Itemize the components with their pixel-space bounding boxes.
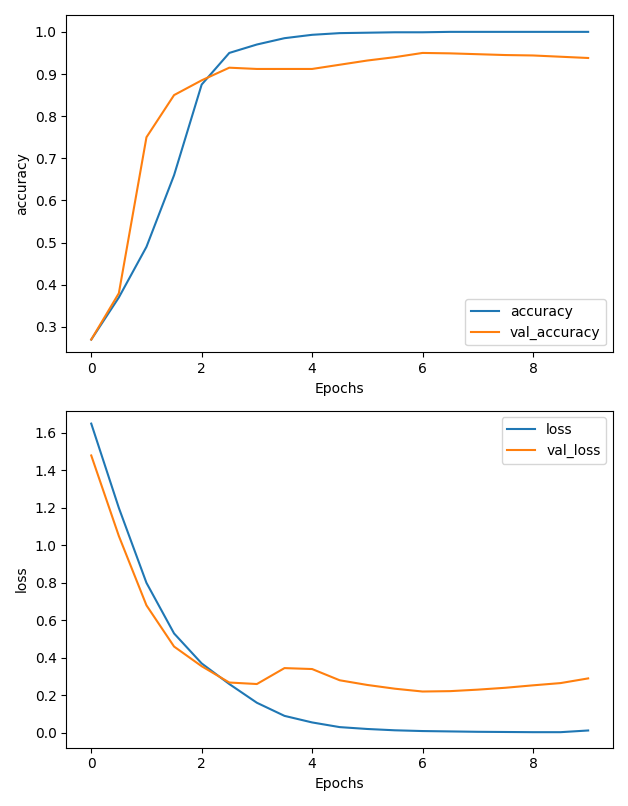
loss <box>474 727 482 737</box>
val_accuracy <box>336 60 344 69</box>
accuracy <box>170 170 178 180</box>
val_accuracy <box>391 52 399 62</box>
accuracy <box>308 30 316 39</box>
loss <box>198 659 205 668</box>
val_accuracy <box>143 132 150 142</box>
Y-axis label: accuracy: accuracy <box>15 152 29 215</box>
val_accuracy <box>308 64 316 74</box>
val_accuracy <box>557 52 565 61</box>
loss <box>502 727 509 737</box>
accuracy <box>585 27 592 37</box>
accuracy <box>364 28 371 38</box>
val_loss <box>170 642 178 651</box>
loss <box>225 679 233 689</box>
val_loss <box>143 600 150 610</box>
val_loss <box>419 687 426 696</box>
val_loss <box>198 662 205 671</box>
X-axis label: Epochs: Epochs <box>315 381 364 396</box>
loss <box>170 629 178 638</box>
val_accuracy <box>225 63 233 73</box>
accuracy <box>447 27 454 37</box>
val_accuracy <box>281 64 288 74</box>
val_accuracy <box>447 48 454 58</box>
val_accuracy <box>585 53 592 63</box>
loss <box>308 717 316 727</box>
loss <box>281 711 288 721</box>
accuracy <box>336 28 344 38</box>
loss <box>419 726 426 736</box>
val_loss <box>87 451 95 460</box>
accuracy <box>502 27 509 37</box>
loss <box>115 503 122 513</box>
val_accuracy <box>419 48 426 58</box>
Line: val_loss: val_loss <box>91 455 588 692</box>
accuracy <box>143 242 150 251</box>
accuracy <box>529 27 537 37</box>
X-axis label: Epochs: Epochs <box>315 777 364 791</box>
val_accuracy <box>170 90 178 100</box>
accuracy <box>474 27 482 37</box>
Y-axis label: loss: loss <box>15 566 29 592</box>
val_loss <box>308 664 316 674</box>
accuracy <box>87 334 95 344</box>
val_loss <box>502 683 509 692</box>
loss <box>336 722 344 732</box>
val_loss <box>115 531 122 541</box>
val_accuracy <box>474 49 482 59</box>
accuracy <box>225 48 233 58</box>
accuracy <box>281 33 288 43</box>
val_loss <box>529 680 537 690</box>
Line: loss: loss <box>91 424 588 732</box>
val_accuracy <box>198 76 205 85</box>
loss <box>557 727 565 737</box>
val_loss <box>474 685 482 695</box>
Legend: loss, val_loss: loss, val_loss <box>502 418 606 463</box>
loss <box>87 419 95 429</box>
val_accuracy <box>502 50 509 60</box>
val_loss <box>447 686 454 696</box>
val_loss <box>557 679 565 688</box>
accuracy <box>557 27 565 37</box>
val_accuracy <box>529 51 537 60</box>
val_loss <box>253 679 261 689</box>
loss <box>143 578 150 588</box>
accuracy <box>115 293 122 302</box>
val_accuracy <box>253 64 261 74</box>
Line: accuracy: accuracy <box>91 32 588 339</box>
loss <box>585 725 592 735</box>
loss <box>391 725 399 735</box>
loss <box>529 727 537 737</box>
accuracy <box>198 80 205 89</box>
Line: val_accuracy: val_accuracy <box>91 53 588 339</box>
val_loss <box>225 678 233 688</box>
loss <box>447 726 454 736</box>
val_loss <box>391 683 399 693</box>
Legend: accuracy, val_accuracy: accuracy, val_accuracy <box>465 299 606 345</box>
val_accuracy <box>115 289 122 298</box>
val_loss <box>585 674 592 683</box>
val_accuracy <box>87 334 95 344</box>
accuracy <box>253 39 261 49</box>
val_loss <box>281 663 288 673</box>
loss <box>253 698 261 708</box>
val_loss <box>364 680 371 690</box>
accuracy <box>419 27 426 37</box>
loss <box>364 724 371 733</box>
val_loss <box>336 675 344 685</box>
val_accuracy <box>364 56 371 65</box>
accuracy <box>391 27 399 37</box>
